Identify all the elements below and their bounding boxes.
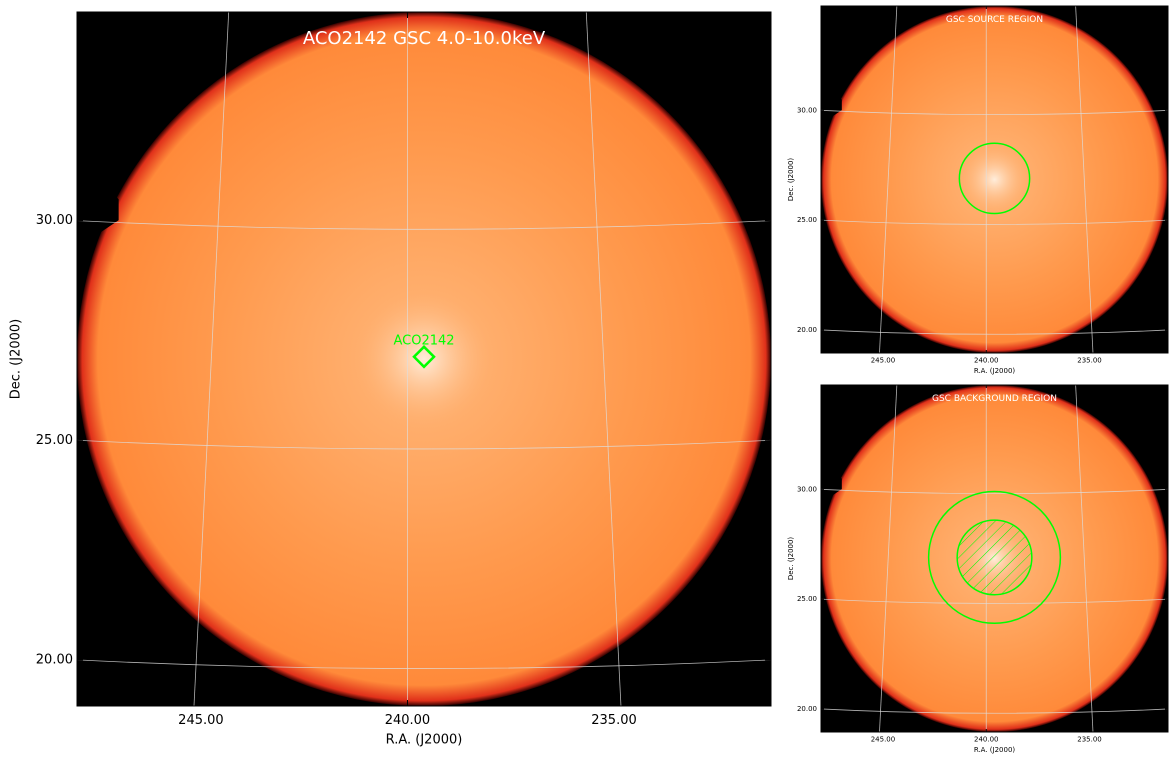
grid-line	[879, 385, 898, 732]
y-axis-label: Dec. (J2000)	[787, 537, 795, 581]
region	[927, 490, 1062, 625]
x-axis-label: R.A. (J2000)	[386, 732, 463, 747]
grid-line	[77, 659, 771, 669]
y-axis-label: Dec. (J2000)	[9, 319, 24, 399]
y-tick-label: 30.00	[797, 485, 817, 493]
y-tick-label: 20.00	[797, 326, 817, 334]
image-glow	[354, 289, 494, 429]
x-tick-label: 240.00	[385, 713, 431, 728]
image-notch	[821, 454, 842, 503]
x-tick-label: 235.00	[1077, 357, 1102, 365]
grid-line	[585, 12, 622, 706]
image-glow	[959, 144, 1030, 215]
x-tick-label: 240.00	[974, 736, 999, 744]
x-tick-label: 245.00	[871, 357, 896, 365]
y-axis-label: Dec. (J2000)	[787, 158, 795, 202]
region	[956, 519, 1033, 596]
x-tick-label: 245.00	[178, 713, 224, 728]
panel: ACO2142	[77, 12, 771, 706]
grid-line	[821, 219, 1168, 225]
panel-title: GSC SOURCE REGION	[946, 15, 1043, 25]
panel-title: GSC BACKGROUND REGION	[932, 394, 1057, 404]
grid-line	[879, 6, 898, 353]
grid-line	[193, 12, 230, 706]
image-notch	[77, 150, 119, 248]
y-tick-label: 25.00	[797, 216, 817, 224]
panel	[821, 6, 1168, 353]
grid-line	[1075, 6, 1094, 353]
grid-line	[1075, 385, 1094, 732]
x-tick-label: 240.00	[974, 357, 999, 365]
grid-line	[821, 488, 1168, 495]
grid-line	[821, 109, 1168, 116]
y-tick-label: 20.00	[797, 705, 817, 713]
axes-frame	[820, 5, 1169, 354]
image-notch	[821, 75, 842, 124]
source-marker	[412, 345, 436, 369]
x-tick-label: 235.00	[591, 713, 637, 728]
y-tick-label: 25.00	[36, 433, 73, 448]
y-tick-label: 30.00	[36, 213, 73, 228]
x-axis-label: R.A. (J2000)	[974, 746, 1016, 754]
x-axis-label: R.A. (J2000)	[974, 367, 1016, 375]
source-label: ACO2142	[393, 333, 454, 348]
x-tick-label: 245.00	[871, 736, 896, 744]
y-tick-label: 30.00	[797, 106, 817, 114]
axes-frame	[76, 11, 772, 707]
x-tick-label: 235.00	[1077, 736, 1102, 744]
y-tick-label: 20.00	[36, 652, 73, 667]
grid-line	[77, 220, 771, 230]
y-tick-label: 25.00	[797, 595, 817, 603]
grid-line	[821, 598, 1168, 604]
panel-title: ACO2142 GSC 4.0-10.0keV	[303, 28, 546, 49]
grid-line	[77, 439, 771, 450]
region	[958, 142, 1031, 215]
grid-line	[821, 708, 1168, 714]
panel	[821, 385, 1168, 732]
grid-line	[821, 329, 1168, 335]
axes-frame	[820, 384, 1169, 733]
